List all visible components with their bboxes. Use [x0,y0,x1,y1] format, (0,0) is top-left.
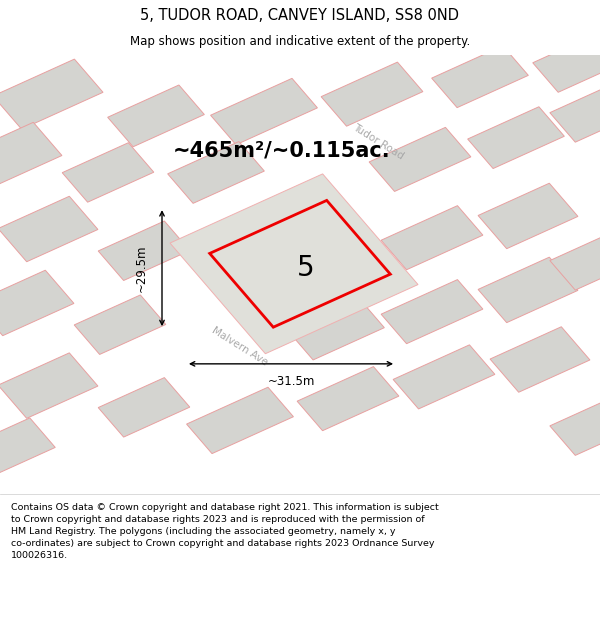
Polygon shape [490,327,590,392]
Polygon shape [167,141,265,203]
Text: Malvern Ave: Malvern Ave [210,325,270,368]
Text: Tudor Road: Tudor Road [351,122,405,162]
Polygon shape [297,367,399,431]
Text: ~465m²/~0.115ac.: ~465m²/~0.115ac. [173,141,391,161]
Polygon shape [211,78,317,145]
Text: 5, TUDOR ROAD, CANVEY ISLAND, SS8 0ND: 5, TUDOR ROAD, CANVEY ISLAND, SS8 0ND [140,8,460,23]
Polygon shape [393,345,495,409]
Polygon shape [0,122,62,188]
Text: Map shows position and indicative extent of the property.: Map shows position and indicative extent… [130,35,470,48]
Polygon shape [170,174,418,354]
Polygon shape [381,206,483,270]
Polygon shape [0,59,103,129]
Polygon shape [0,270,74,336]
Polygon shape [287,298,385,360]
Polygon shape [321,62,423,126]
Text: ~29.5m: ~29.5m [134,244,148,292]
Polygon shape [478,183,578,249]
Text: 5: 5 [297,254,315,282]
Polygon shape [431,46,529,108]
Polygon shape [0,196,98,262]
Polygon shape [98,378,190,437]
Polygon shape [550,403,600,456]
Polygon shape [369,127,471,191]
Text: ~31.5m: ~31.5m [268,375,314,388]
Polygon shape [74,295,166,354]
Polygon shape [98,221,190,281]
Polygon shape [478,257,578,322]
Polygon shape [467,107,565,169]
Polygon shape [0,418,55,475]
Polygon shape [533,35,600,92]
Text: Contains OS data © Crown copyright and database right 2021. This information is : Contains OS data © Crown copyright and d… [11,504,439,560]
Polygon shape [0,353,98,418]
Polygon shape [550,89,600,142]
Polygon shape [381,279,483,344]
Polygon shape [107,85,205,147]
Polygon shape [550,238,600,290]
Polygon shape [187,388,293,454]
Polygon shape [62,142,154,202]
